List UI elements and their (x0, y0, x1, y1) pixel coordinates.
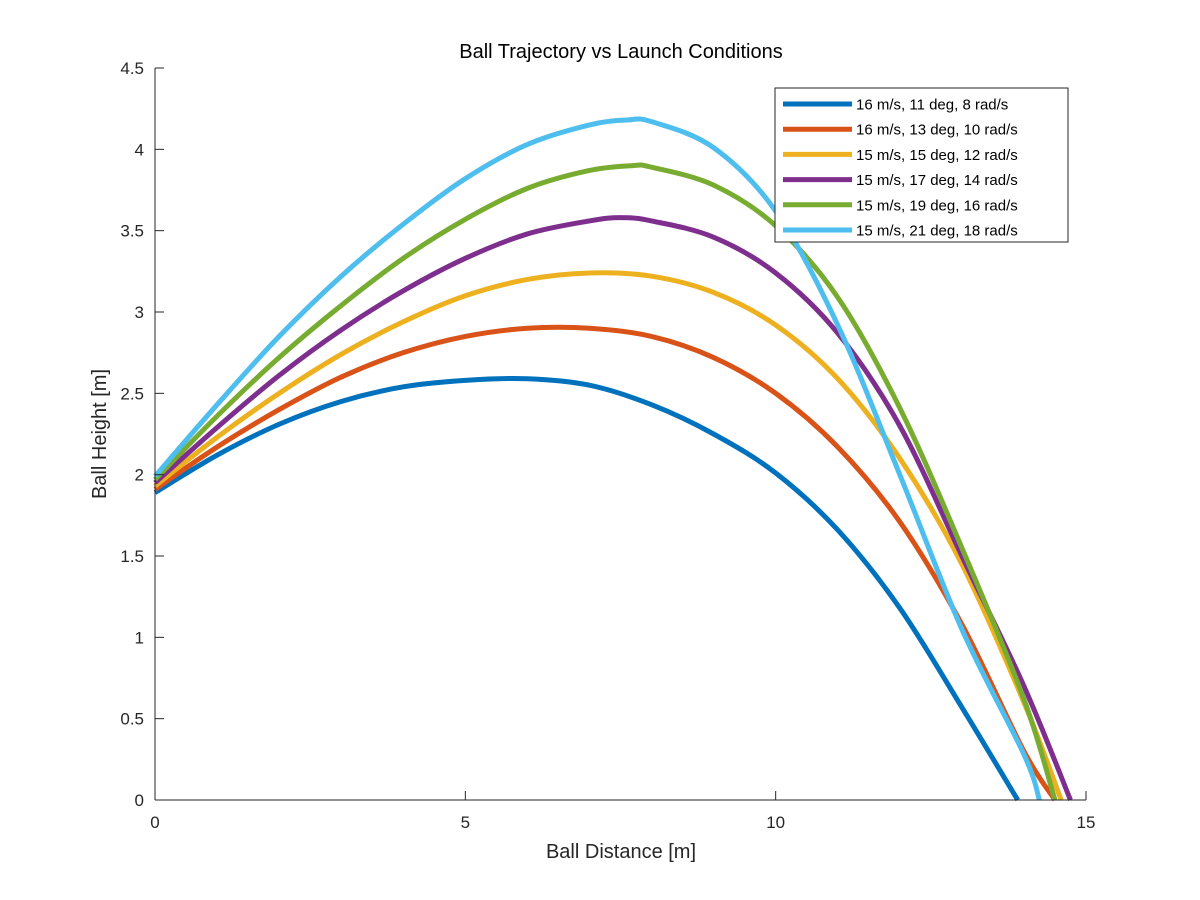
series-line-5 (153, 162, 1058, 801)
y-tick-label: 3 (135, 303, 144, 322)
legend-box (774, 87, 1069, 243)
y-ticks: 0 0.5 1 1.5 2 2.5 3 3.5 4 4.5 (120, 59, 164, 810)
y-tick-label: 4 (135, 140, 144, 159)
y-tick-label: 1 (135, 628, 144, 647)
y-tick-label: 0.5 (120, 710, 144, 729)
chart-title: Ball Trajectory vs Launch Conditions (459, 41, 783, 63)
x-tick-label: 15 (1077, 813, 1096, 832)
y-tick-label: 3.5 (120, 222, 144, 241)
legend: 16 m/s, 11 deg, 8 rad/s 16 m/s, 13 deg, 1… (774, 87, 1069, 243)
x-tick-label: 0 (150, 813, 159, 832)
legend-label: 15 m/s, 19 deg, 16 rad/s (856, 197, 1018, 214)
y-tick-label: 0 (135, 791, 144, 810)
y-tick-label: 1.5 (120, 547, 144, 566)
legend-items: 16 m/s, 11 deg, 8 rad/s 16 m/s, 13 deg, 1… (783, 97, 1018, 240)
legend-label: 15 m/s, 17 deg, 14 rad/s (856, 172, 1018, 189)
y-tick-label: 2 (135, 466, 144, 485)
series-layer (153, 116, 1073, 802)
plot-area: 0 5 10 15 0 0.5 1 1.5 2 2.5 3 3.5 4 4.5 (120, 59, 1095, 832)
y-axis-label: Ball Height [m] (89, 369, 111, 499)
series-line-4 (153, 215, 1073, 801)
x-tick-label: 10 (766, 813, 785, 832)
x-ticks: 0 5 10 15 (150, 791, 1095, 832)
axes-layer (154, 68, 1086, 801)
series-line-1 (153, 375, 1020, 802)
y-tick-label: 4.5 (120, 59, 144, 78)
series-line-6 (153, 116, 1042, 801)
legend-label: 16 m/s, 13 deg, 10 rad/s (856, 122, 1018, 139)
legend-label: 16 m/s, 11 deg, 8 rad/s (856, 97, 1008, 114)
series-line-3 (153, 270, 1064, 801)
legend-label: 15 m/s, 15 deg, 12 rad/s (856, 147, 1018, 164)
legend-label: 15 m/s, 21 deg, 18 rad/s (856, 223, 1018, 240)
x-axis-label: Ball Distance [m] (546, 841, 696, 863)
x-tick-label: 5 (461, 813, 470, 832)
y-tick-label: 2.5 (120, 384, 144, 403)
